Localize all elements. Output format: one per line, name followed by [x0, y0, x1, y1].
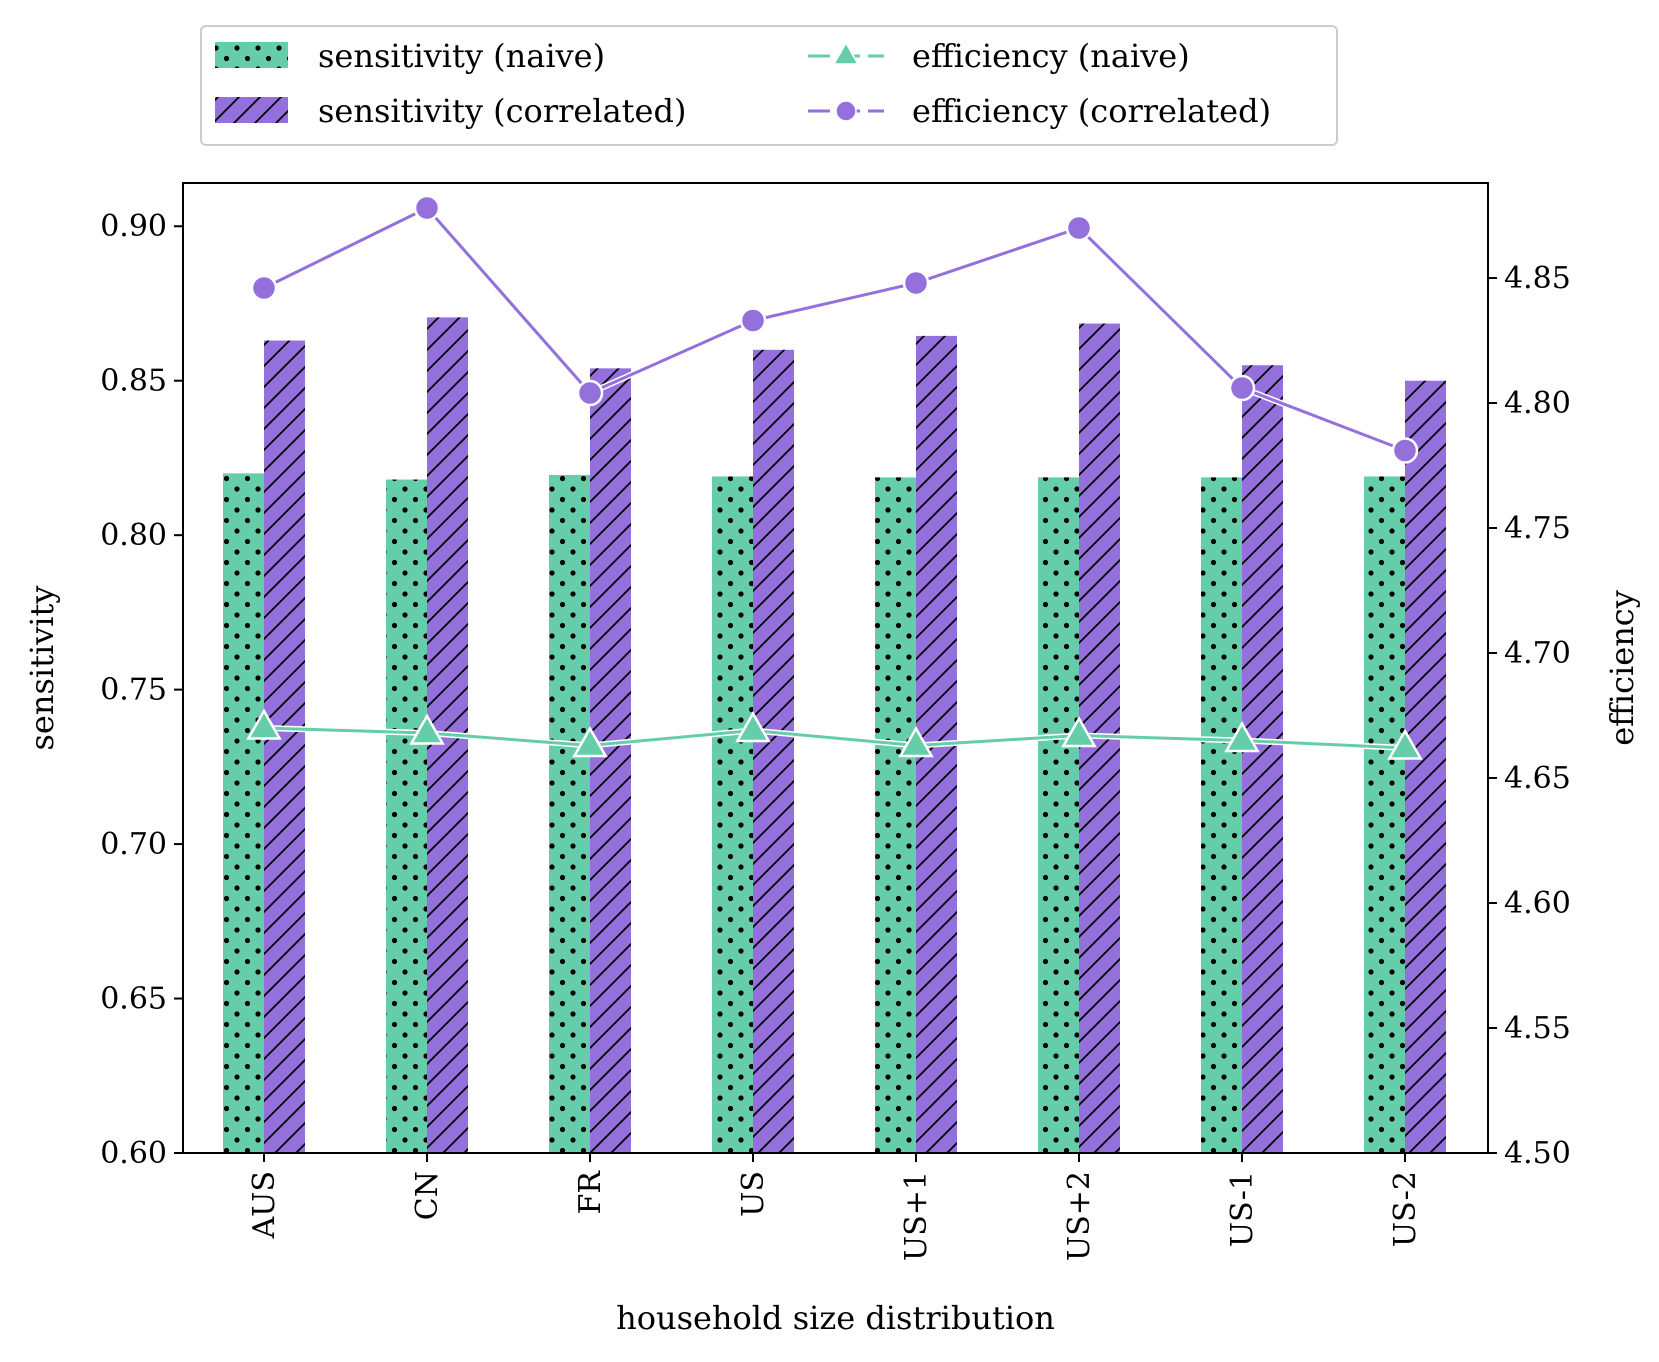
y-tick-label-right: 4.80: [1504, 386, 1571, 421]
bar-hatch-sensitivity-naive-us-1: [1201, 477, 1242, 1154]
y-tick-label-right: 4.70: [1504, 636, 1571, 671]
x-tick-label: CN: [410, 1171, 445, 1220]
bar-hatch-sensitivity-correlated-us-2: [1405, 380, 1446, 1153]
x-axis-title: household size distribution: [616, 1299, 1055, 1337]
x-tick-label: US: [736, 1171, 771, 1217]
legend-hatch-sensitivity-correlated: [215, 97, 288, 123]
bar-hatch-sensitivity-correlated-us-1: [1242, 365, 1283, 1154]
y-tick-label-right: 4.85: [1504, 261, 1571, 296]
line-efficiency-naive: [263, 726, 1406, 750]
y-tick-label-left: 0.70: [100, 827, 167, 862]
bar-hatch-sensitivity-correlated-us: [753, 349, 794, 1153]
x-tick-label: US+1: [899, 1171, 934, 1261]
legend-label-efficiency-naive: efficiency (naive): [912, 37, 1190, 75]
x-tick-label: US-2: [1388, 1171, 1423, 1247]
marker-efficiency-correlated-aus: [250, 274, 278, 302]
marker-efficiency-correlated-us: [739, 307, 767, 334]
marker-efficiency-naive-us+1: [898, 725, 934, 758]
line-efficiency-correlated: [263, 206, 1406, 452]
marker-efficiency-naive-cn: [409, 713, 445, 745]
plot-frame: [182, 182, 1489, 1154]
legend-hatch-sensitivity-naive: [215, 42, 288, 68]
bar-hatch-sensitivity-correlated-fr: [590, 368, 631, 1153]
legend-label-sensitivity-naive: sensitivity (naive): [318, 37, 605, 75]
y-tick-label-left: 0.60: [100, 1136, 167, 1171]
marker-efficiency-naive-us-2: [1387, 728, 1423, 760]
bar-hatch-sensitivity-correlated-aus: [264, 340, 305, 1154]
y-tick-label-right: 4.50: [1504, 1136, 1571, 1171]
bar-hatch-sensitivity-naive-cn: [386, 479, 427, 1153]
legend-marker-efficiency-correlated: [835, 100, 857, 122]
legend-label-sensitivity-correlated: sensitivity (correlated): [318, 92, 686, 130]
y-tick-label-left: 0.85: [100, 364, 167, 399]
bar-hatch-sensitivity-naive-us+1: [875, 477, 916, 1154]
y-tick-label-left: 0.65: [100, 982, 167, 1017]
x-tick-label: US-1: [1225, 1171, 1260, 1247]
y-axis-title-left: sensitivity: [23, 586, 61, 751]
y-tick-label-right: 4.60: [1504, 886, 1571, 921]
legend: sensitivity (naive) sensitivity (correla…: [200, 25, 1338, 146]
y-tick-label-right: 4.55: [1504, 1011, 1571, 1046]
x-tick-label: AUS: [247, 1171, 282, 1240]
bar-hatch-sensitivity-naive-us: [712, 476, 753, 1154]
marker-efficiency-correlated-us+2: [1065, 214, 1093, 242]
bar-hatch-sensitivity-naive-us+2: [1038, 477, 1079, 1154]
y-tick-label-right: 4.65: [1504, 761, 1571, 796]
legend-label-efficiency-correlated: efficiency (correlated): [912, 92, 1271, 130]
x-tick-label: US+2: [1062, 1171, 1097, 1261]
x-tick-label: FR: [573, 1170, 608, 1215]
marker-efficiency-correlated-cn: [413, 194, 441, 222]
y-tick-label-left: 0.90: [100, 209, 167, 244]
marker-efficiency-naive-us+2: [1061, 715, 1097, 748]
legend-box: [200, 25, 1338, 146]
bar-hatch-sensitivity-naive-us-2: [1364, 476, 1405, 1154]
marker-efficiency-correlated-us-2: [1391, 437, 1419, 464]
y-tick-label-left: 0.80: [100, 518, 167, 553]
y-axis-title-right: efficiency: [1603, 590, 1641, 746]
y-tick-label-right: 4.75: [1504, 511, 1571, 546]
marker-efficiency-correlated-us-1: [1228, 374, 1256, 402]
bar-hatch-sensitivity-naive-aus: [223, 473, 264, 1153]
y-tick-label-left: 0.75: [100, 673, 167, 708]
bar-hatch-sensitivity-naive-fr: [549, 474, 590, 1153]
marker-efficiency-naive-fr: [572, 725, 608, 758]
marker-efficiency-correlated-us+1: [902, 269, 930, 297]
marker-efficiency-naive-aus: [246, 708, 282, 740]
marker-efficiency-naive-us: [735, 710, 771, 743]
marker-efficiency-correlated-fr: [576, 379, 604, 407]
marker-efficiency-naive-us-1: [1224, 720, 1260, 753]
legend-marker-efficiency-naive: [832, 41, 860, 65]
